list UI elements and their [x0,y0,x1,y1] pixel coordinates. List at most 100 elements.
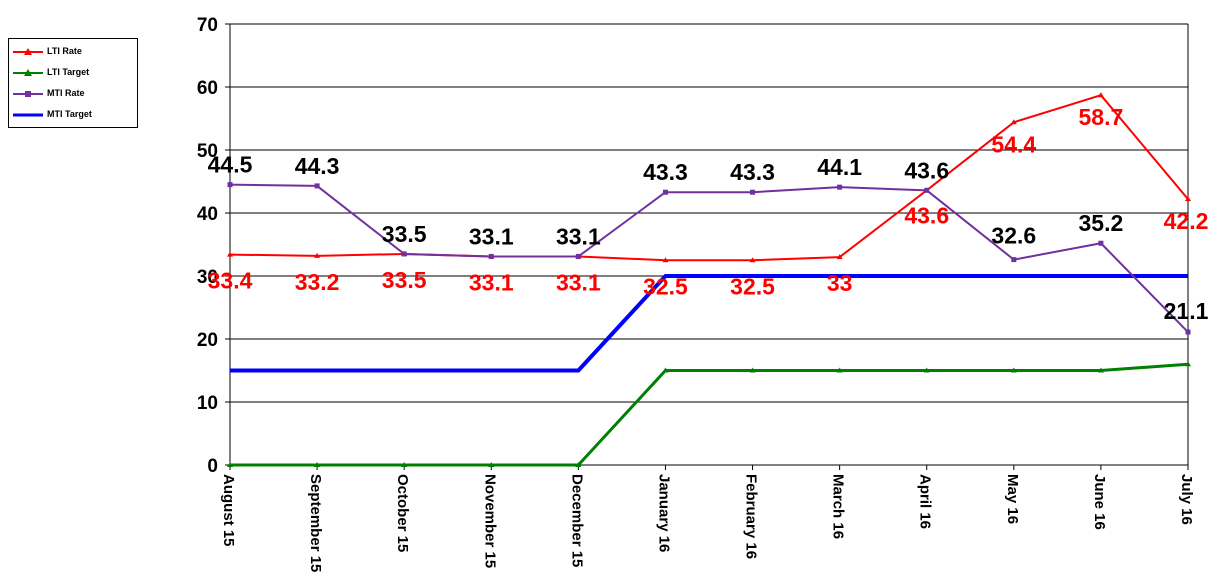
x-tick-label: June 16 [1091,474,1108,530]
gridlines [230,23,1188,466]
data-label-mti-rate: 33.1 [469,223,514,249]
y-tick-label: 60 [197,78,218,99]
data-point [227,251,233,257]
data-point [923,367,930,373]
x-tick-label: February 16 [743,474,760,559]
y-tick-label: 70 [197,15,218,36]
data-label-lti-rate: 33 [827,270,853,296]
y-tick-labels: 0 10 20 30 40 50 60 70 [197,15,218,477]
legend-label: MTI Rate [47,88,85,98]
data-point [1185,329,1191,335]
data-point [575,253,581,259]
series-line-mti-target [230,274,1188,373]
data-point [837,184,843,190]
data-point [1097,367,1104,373]
data-point [1185,361,1191,367]
series-markers [227,92,1191,467]
data-point [924,187,930,193]
data-label-mti-rate: 43.3 [643,159,688,185]
data-labels: 33.4 33.2 33.5 33.1 33.1 32.5 32.5 33 43.6 54.4 58… [208,104,1209,324]
data-point [1098,240,1104,246]
y-tick-label: 30 [197,267,218,288]
y-tick-label: 20 [197,330,218,351]
data-point [401,462,408,467]
legend-label: LTI Rate [47,46,82,56]
x-tick-label: April 16 [917,474,934,529]
data-point [227,462,233,467]
y-tick-label: 50 [197,141,218,162]
data-label-mti-rate: 44.1 [817,154,862,180]
legend-swatch-mti-target [13,113,43,117]
data-point [314,252,321,258]
data-point [750,189,756,195]
data-label-mti-rate: 44.3 [295,153,340,179]
data-label-mti-rate: 43.3 [730,159,775,185]
data-label-lti-rate: 42.2 [1164,208,1209,234]
data-point [1185,196,1191,202]
data-point [1011,257,1017,263]
data-label-mti-rate: 21.1 [1164,298,1209,324]
data-point [662,257,669,263]
legend-label: LTI Target [47,67,90,77]
data-point [1010,367,1017,373]
data-label-mti-rate: 44.5 [208,152,253,178]
legend-item-mti-rate: MTI Rate [13,87,137,101]
data-point [836,367,843,373]
data-label-lti-rate: 32.5 [643,273,688,299]
x-tick-label: November 15 [481,474,498,568]
x-tick-label: December 15 [568,474,585,567]
y-tick-label: 40 [197,204,218,225]
data-point [314,462,321,467]
x-tick-label: September 15 [307,474,324,572]
data-point [314,183,320,189]
data-point [749,367,756,373]
x-tick-label: January 16 [655,474,672,552]
data-label-lti-rate: 33.4 [208,268,253,294]
data-label-mti-rate: 32.6 [991,223,1036,249]
legend-swatch-lti-target [13,69,43,76]
data-label-lti-rate: 54.4 [991,131,1036,157]
data-point [662,367,669,373]
y-tick-label: 0 [207,456,218,477]
data-label-lti-rate: 58.7 [1079,104,1124,130]
data-label-lti-rate: 33.1 [556,269,601,295]
data-point [488,253,494,259]
legend-item-lti-rate: LTI Rate [13,45,137,59]
x-tick-label: August 15 [220,474,237,547]
series-line-lti-target [230,362,1189,467]
data-label-mti-rate: 33.5 [382,221,427,247]
data-point [1010,119,1017,125]
data-label-mti-rate: 43.6 [904,157,949,183]
data-point [749,257,756,263]
legend-label: MTI Target [47,109,92,119]
data-point [488,462,495,467]
axes [225,23,1189,470]
x-tick-label: October 15 [394,474,411,552]
legend: LTI Rate LTI Target MTI Rate MTI Target [8,38,138,128]
data-point [575,462,582,467]
legend-item-lti-target: LTI Target [13,66,137,80]
data-label-lti-rate: 33.1 [469,269,514,295]
legend-item-mti-target: MTI Target [13,108,137,122]
data-label-mti-rate: 35.2 [1079,210,1124,236]
data-label-lti-rate: 33.2 [295,269,340,295]
x-tick-label: July 16 [1178,474,1195,525]
x-tick-label: May 16 [1004,474,1021,524]
data-point [227,182,233,188]
series-lines [229,94,1189,467]
data-point [1097,92,1104,98]
data-point [836,254,843,260]
x-tick-labels: August 15 September 15 October 15 November … [220,474,1195,572]
legend-swatch-mti-rate [13,91,43,97]
series-line-lti-rate [229,94,1189,262]
data-point [401,251,407,257]
series-line-mti-rate [229,183,1189,333]
data-label-mti-rate: 33.1 [556,223,601,249]
data-label-lti-rate: 32.5 [730,273,775,299]
x-tick-label: March 16 [830,474,847,539]
data-point [662,189,668,195]
data-label-lti-rate: 33.5 [382,267,427,293]
legend-swatch-lti-rate [13,48,43,55]
data-label-lti-rate: 43.6 [904,202,949,228]
